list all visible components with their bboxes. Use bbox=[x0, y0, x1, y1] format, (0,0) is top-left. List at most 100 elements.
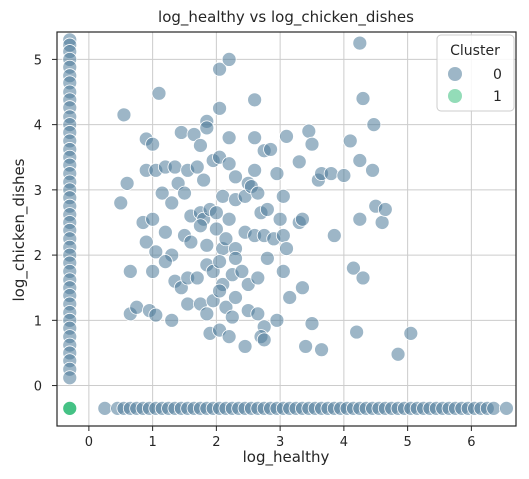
data-point-cluster-0 bbox=[221, 329, 237, 345]
data-point-cluster-0 bbox=[164, 195, 180, 211]
data-point-cluster-0 bbox=[157, 224, 173, 240]
x-tick-label: 3 bbox=[276, 435, 284, 450]
data-point-cluster-0 bbox=[374, 215, 390, 230]
y-tick-label: 0 bbox=[34, 380, 42, 395]
legend-label-cluster-0: 0 bbox=[493, 67, 502, 83]
legend: Cluster 01 bbox=[436, 34, 515, 112]
data-point-cluster-0 bbox=[180, 296, 196, 312]
data-point-cluster-0 bbox=[224, 309, 240, 325]
data-point-cluster-0 bbox=[301, 123, 317, 139]
data-point-cluster-0 bbox=[221, 51, 237, 67]
data-point-cluster-0 bbox=[193, 138, 208, 153]
data-point-cluster-0 bbox=[336, 168, 352, 183]
axes bbox=[56, 31, 517, 427]
data-point-cluster-0 bbox=[323, 166, 339, 181]
tick-labels: 0 1 2 3 4 5 6 0 1 2 3 4 5 bbox=[34, 53, 476, 450]
data-point-cluster-0 bbox=[247, 130, 263, 146]
legend-entries: 01 bbox=[448, 67, 502, 105]
data-point-cluster-0 bbox=[272, 211, 288, 227]
data-point-cluster-0 bbox=[275, 188, 291, 204]
y-tick-label: 1 bbox=[34, 314, 42, 329]
data-point-cluster-0 bbox=[228, 250, 243, 266]
data-point-cluster-0 bbox=[250, 306, 266, 322]
data-point-cluster-0 bbox=[157, 254, 173, 270]
data-point-cluster-0 bbox=[352, 211, 368, 227]
data-point-cluster-0 bbox=[259, 250, 275, 266]
data-point-cluster-0 bbox=[212, 283, 227, 299]
data-point-cluster-0 bbox=[237, 339, 253, 354]
data-point-cluster-0 bbox=[129, 299, 145, 315]
data-point-cluster-0 bbox=[218, 231, 234, 247]
data-point-cluster-0 bbox=[113, 195, 129, 211]
data-point-cluster-0 bbox=[377, 202, 393, 217]
data-point-cluster-0 bbox=[228, 169, 243, 185]
data-point-cluster-0 bbox=[215, 188, 231, 204]
data-point-cluster-1 bbox=[62, 400, 78, 416]
data-point-cluster-0 bbox=[189, 159, 205, 175]
data-point-cluster-0 bbox=[212, 100, 227, 116]
data-point-cluster-0 bbox=[145, 211, 161, 227]
data-point-cluster-0 bbox=[304, 316, 320, 331]
data-point-cluster-0 bbox=[295, 211, 310, 227]
data-point-cluster-0 bbox=[365, 162, 380, 178]
data-point-cluster-0 bbox=[208, 221, 224, 237]
data-point-cluster-0 bbox=[167, 159, 183, 175]
data-point-cluster-0 bbox=[189, 270, 205, 286]
data-point-cluster-0 bbox=[116, 107, 132, 123]
y-tick-label: 4 bbox=[34, 119, 42, 134]
data-point-cluster-0 bbox=[138, 234, 154, 250]
chart-title: log_healthy vs log_chicken_dishes bbox=[158, 8, 414, 27]
data-point-cluster-0 bbox=[314, 342, 329, 358]
data-point-cluster-0 bbox=[221, 211, 237, 227]
data-point-cluster-0 bbox=[196, 172, 212, 188]
data-point-cluster-0 bbox=[234, 264, 250, 279]
data-point-cluster-0 bbox=[250, 270, 266, 286]
data-point-cluster-0 bbox=[212, 254, 227, 270]
data-point-cluster-0 bbox=[97, 400, 113, 416]
data-point-cluster-0 bbox=[390, 346, 406, 362]
data-point-cluster-0 bbox=[199, 237, 215, 253]
y-axis-label: log_chicken_dishes bbox=[10, 158, 29, 301]
data-point-cluster-0 bbox=[199, 120, 215, 136]
y-tick-label: 3 bbox=[34, 184, 42, 199]
y-tick-label: 5 bbox=[34, 53, 42, 68]
data-point-cluster-0 bbox=[148, 244, 164, 260]
data-point-cluster-0 bbox=[119, 175, 135, 191]
data-point-cluster-0 bbox=[208, 205, 224, 221]
data-point-cluster-0 bbox=[145, 136, 161, 152]
data-point-cluster-0 bbox=[349, 324, 365, 340]
data-point-cluster-0 bbox=[151, 85, 167, 101]
y-tick-label: 2 bbox=[34, 249, 42, 264]
x-axis-label: log_healthy bbox=[243, 448, 330, 467]
data-point-cluster-0 bbox=[269, 166, 285, 181]
legend-label-cluster-1: 1 bbox=[493, 89, 502, 105]
data-point-cluster-0 bbox=[247, 92, 263, 108]
data-point-cluster-0 bbox=[256, 332, 272, 348]
data-point-cluster-0 bbox=[352, 35, 368, 51]
data-point-cluster-0 bbox=[247, 162, 263, 178]
data-point-cluster-0 bbox=[62, 370, 78, 386]
data-point-cluster-0 bbox=[221, 156, 237, 172]
data-point-cluster-0 bbox=[269, 312, 285, 328]
data-point-cluster-0 bbox=[499, 400, 514, 416]
data-point-cluster-0 bbox=[298, 339, 314, 354]
x-tick-label: 5 bbox=[403, 435, 411, 450]
data-point-cluster-0 bbox=[342, 133, 358, 149]
x-tick-label: 4 bbox=[340, 435, 348, 450]
plot-frame bbox=[56, 31, 517, 427]
data-point-cluster-0 bbox=[250, 185, 266, 201]
data-point-cluster-0 bbox=[186, 127, 202, 142]
data-point-cluster-0 bbox=[122, 264, 138, 279]
x-tick-label: 1 bbox=[148, 435, 156, 450]
data-point-cluster-0 bbox=[275, 264, 291, 279]
data-points bbox=[62, 32, 514, 416]
x-tick-label: 6 bbox=[467, 435, 475, 450]
data-point-cluster-0 bbox=[212, 61, 227, 77]
data-point-cluster-0 bbox=[221, 130, 237, 146]
data-point-cluster-0 bbox=[148, 307, 164, 323]
data-point-cluster-0 bbox=[295, 280, 310, 296]
data-point-cluster-0 bbox=[145, 264, 161, 279]
data-point-cluster-0 bbox=[326, 228, 342, 243]
data-point-cluster-0 bbox=[366, 117, 382, 133]
